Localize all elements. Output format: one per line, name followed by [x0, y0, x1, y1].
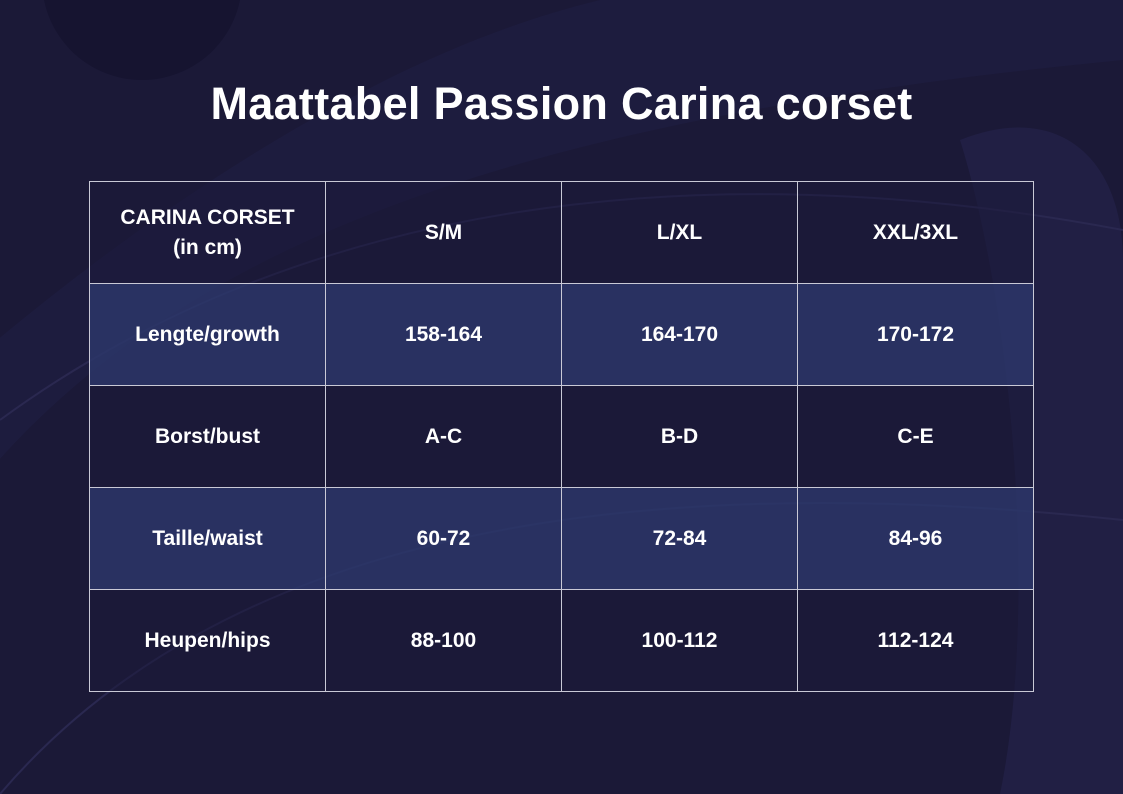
header-label-line: (in cm)	[173, 235, 242, 259]
row-label: Heupen/hips	[89, 589, 326, 692]
table-cell: 72-84	[561, 487, 798, 590]
table-cell: 100-112	[561, 589, 798, 692]
table-row: Lengte/growth 158-164 164-170 170-172	[89, 283, 1034, 386]
table-cell: 84-96	[797, 487, 1034, 590]
table-row: Heupen/hips 88-100 100-112 112-124	[89, 589, 1034, 692]
bg-circle	[44, 0, 240, 80]
table-row: Borst/bust A-C B-D C-E	[89, 385, 1034, 488]
column-header: L/XL	[561, 181, 798, 284]
table-cell: 164-170	[561, 283, 798, 386]
table-cell: 88-100	[325, 589, 562, 692]
table-cell: A-C	[325, 385, 562, 488]
column-header: S/M	[325, 181, 562, 284]
table-cell: C-E	[797, 385, 1034, 488]
title: Maattabel Passion Carina corset	[210, 78, 913, 129]
row-label: Lengte/growth	[89, 283, 326, 386]
table-cell: 112-124	[797, 589, 1034, 692]
header-label-line: CARINA CORSET	[120, 205, 295, 229]
row-label: Borst/bust	[89, 385, 326, 488]
size-table: CARINA CORSET (in cm) S/M L/XL XXL/3XL Lengte…	[89, 181, 1034, 692]
table-row: Taille/waist 60-72 72-84 84-96	[89, 487, 1034, 590]
table-cell: 170-172	[797, 283, 1034, 386]
header-cell: CARINA CORSET (in cm)	[89, 181, 326, 284]
header-row: CARINA CORSET (in cm) S/M L/XL XXL/3XL	[89, 181, 1034, 284]
column-header: XXL/3XL	[797, 181, 1034, 284]
table-cell: 60-72	[325, 487, 562, 590]
table-cell: B-D	[561, 385, 798, 488]
table-cell: 158-164	[325, 283, 562, 386]
row-label: Taille/waist	[89, 487, 326, 590]
